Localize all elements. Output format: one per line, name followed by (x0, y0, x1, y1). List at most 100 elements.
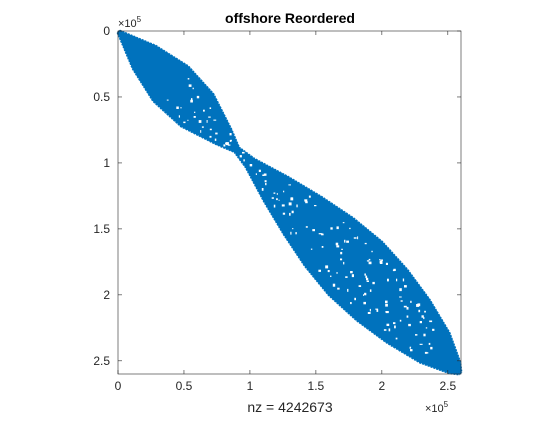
sparse-gap (292, 228, 294, 230)
sparse-gap (264, 180, 267, 183)
sparse-gap (327, 270, 330, 273)
sparse-gap (402, 278, 405, 282)
sparse-gap (200, 130, 202, 133)
sparse-gap (372, 281, 375, 285)
sparse-gap (191, 98, 193, 101)
sparse-gap (308, 195, 311, 198)
x-tick-label: 0.5 (176, 379, 193, 393)
sparse-gap (178, 115, 180, 118)
sparse-gap (305, 201, 308, 204)
sparse-gap (410, 300, 412, 303)
sparse-gap (213, 119, 217, 121)
sparse-gap (428, 342, 431, 345)
sparse-gap (208, 116, 211, 118)
sparse-gap (365, 275, 368, 279)
sparse-gap (198, 120, 202, 123)
sparse-gap (376, 309, 379, 312)
sparse-gap (419, 321, 422, 324)
sparse-gap (215, 132, 218, 135)
sparse-gap (278, 199, 280, 201)
sparse-gap (366, 280, 369, 282)
sparse-gap (336, 226, 339, 230)
sparse-gap (394, 325, 396, 329)
sparse-gap (321, 233, 324, 236)
sparse-gap (344, 239, 346, 243)
sparse-gap (409, 346, 412, 348)
sparse-gap (229, 133, 232, 136)
sparse-gap (289, 212, 291, 216)
sparse-gap (340, 258, 343, 261)
sparse-gap (403, 305, 407, 308)
sparse-gap (193, 116, 196, 118)
sparse-gap (203, 109, 205, 112)
band-edge-lower (116, 31, 460, 376)
sparse-gap (423, 317, 425, 320)
sparse-gap (410, 349, 413, 352)
sparse-gap (288, 184, 291, 186)
sparse-gap (396, 278, 398, 282)
sparse-gap (364, 242, 367, 245)
sparse-gap (350, 302, 352, 305)
axis-ticks: 0 0.5 1 1.5 2 2.5 0 0.5 1 1.5 2 2.5 (93, 24, 461, 393)
sparse-gap (262, 174, 265, 176)
sparse-gap (187, 78, 190, 80)
sparse-gap (239, 155, 242, 158)
y-exponent-power: 5 (137, 15, 142, 24)
sparse-gap (223, 144, 226, 147)
sparse-gap (194, 111, 196, 113)
sparse-gap (379, 261, 383, 264)
sparse-gap (192, 87, 194, 90)
sparse-gap (399, 296, 402, 298)
sparse-gap (424, 351, 428, 354)
sparse-gap (258, 169, 261, 172)
sparse-gap (432, 328, 435, 331)
sparse-gap (358, 285, 362, 287)
y-exponent-base: ×10 (118, 18, 137, 30)
sparse-gap (325, 265, 329, 269)
sparse-gap (393, 322, 396, 325)
sparse-gap (305, 226, 308, 228)
sparse-gap (201, 126, 204, 128)
y-tick-label: 0.5 (93, 90, 110, 104)
sparse-gap (400, 300, 403, 302)
sparse-gap (183, 121, 186, 124)
sparse-gap (180, 107, 182, 109)
sparse-gap (336, 245, 340, 248)
sparse-gap (281, 204, 285, 207)
sparse-gap (243, 159, 245, 162)
band-edge-upper (118, 29, 463, 373)
sparse-gap (375, 308, 379, 310)
sparse-gap (343, 261, 345, 265)
x-tick-label: 2.5 (439, 379, 456, 393)
x-tick-label: 1.5 (308, 379, 325, 393)
x-exponent-power: 5 (444, 400, 449, 409)
sparse-gap (296, 204, 298, 208)
sparse-gap (408, 323, 411, 327)
y-tick-label: 2.5 (93, 354, 110, 368)
sparse-gap (399, 319, 402, 322)
sparse-gap (429, 320, 433, 323)
sparse-gap (265, 182, 267, 186)
sparse-gap (395, 337, 398, 340)
y-tick-label: 1.5 (93, 222, 110, 236)
sparse-gap (349, 227, 351, 230)
sparse-gap (419, 343, 423, 345)
sparse-gap (363, 301, 366, 305)
sparse-gap (310, 248, 313, 250)
sparse-gap (209, 135, 212, 138)
sparse-gap (416, 304, 420, 307)
sparse-gap (415, 334, 418, 336)
sparse-gap (209, 128, 212, 131)
sparse-gap (368, 258, 371, 261)
sparse-gap (196, 95, 200, 99)
sparse-gap (273, 192, 276, 194)
sparse-gap (371, 250, 373, 253)
x-tick-label: 1 (247, 379, 254, 393)
sparse-gap (385, 304, 388, 307)
x-exponent-base: ×10 (425, 403, 444, 415)
sparse-gap (368, 261, 372, 265)
sparse-gap (347, 288, 349, 292)
sparse-gap (249, 164, 253, 167)
sparse-gap (291, 210, 294, 214)
